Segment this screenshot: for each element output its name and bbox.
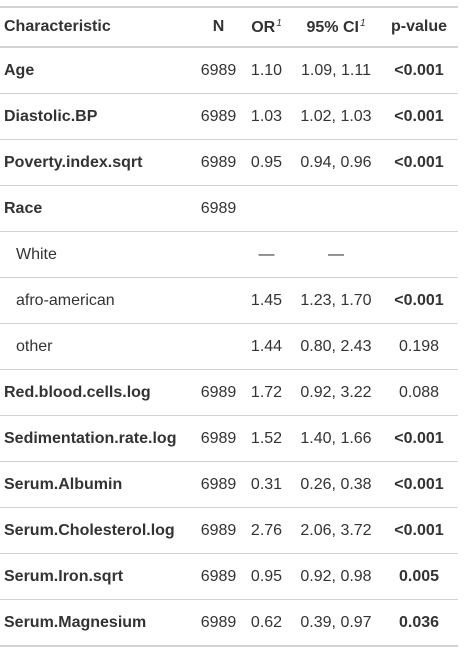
col-header-ci: 95% CI1	[292, 6, 380, 48]
row-pvalue: <0.001	[380, 507, 458, 554]
row-ci: 0.94, 0.96	[292, 139, 380, 186]
row-ci: —	[292, 231, 380, 278]
row-n: 6989	[196, 369, 241, 416]
col-header-pvalue-text: p-value	[390, 18, 447, 35]
row-label: Age	[0, 47, 196, 94]
table-row: Serum.Albumin 6989 0.31 0.26, 0.38 <0.00…	[0, 461, 458, 508]
table-row: Sedimentation.rate.log 6989 1.52 1.40, 1…	[0, 415, 458, 462]
col-header-n-text: N	[212, 18, 225, 35]
row-pvalue: 0.036	[380, 599, 458, 647]
row-or: 1.03	[241, 93, 292, 140]
row-ci: 0.92, 0.98	[292, 553, 380, 600]
col-header-or-text: OR	[251, 18, 276, 36]
row-pvalue	[380, 231, 458, 278]
row-label: Poverty.index.sqrt	[0, 139, 196, 186]
row-label: Red.blood.cells.log	[0, 369, 196, 416]
row-n: 6989	[196, 415, 241, 462]
row-or: 1.44	[241, 323, 292, 370]
row-ci: 0.80, 2.43	[292, 323, 380, 370]
row-or: 1.10	[241, 47, 292, 94]
table-row: afro-american 1.45 1.23, 1.70 <0.001	[0, 277, 458, 324]
table-row: Diastolic.BP 6989 1.03 1.02, 1.03 <0.001	[0, 93, 458, 140]
row-or: 2.76	[241, 507, 292, 554]
col-header-or: OR1	[241, 6, 292, 48]
regression-table: Characteristic N OR1 95% CI1 p-value Age…	[0, 6, 458, 647]
col-header-characteristic: Characteristic	[0, 6, 196, 48]
row-n: 6989	[196, 507, 241, 554]
table-row: Age 6989 1.10 1.09, 1.11 <0.001	[0, 47, 458, 94]
ci-footnote-marker: 1	[359, 17, 366, 29]
row-or: 0.95	[241, 139, 292, 186]
row-ci: 1.23, 1.70	[292, 277, 380, 324]
row-n: 6989	[196, 47, 241, 94]
row-ci: 1.40, 1.66	[292, 415, 380, 462]
row-ci: 2.06, 3.72	[292, 507, 380, 554]
row-label: Race	[0, 185, 196, 232]
table-row: Red.blood.cells.log 6989 1.72 0.92, 3.22…	[0, 369, 458, 416]
row-label: Serum.Albumin	[0, 461, 196, 508]
table-row: Serum.Cholesterol.log 6989 2.76 2.06, 3.…	[0, 507, 458, 554]
table-row: Serum.Iron.sqrt 6989 0.95 0.92, 0.98 0.0…	[0, 553, 458, 600]
row-ci: 1.02, 1.03	[292, 93, 380, 140]
row-n: 6989	[196, 599, 241, 647]
row-label: Serum.Cholesterol.log	[0, 507, 196, 554]
table-row: White — —	[0, 231, 458, 278]
row-level-label: afro-american	[0, 277, 196, 324]
row-pvalue: <0.001	[380, 139, 458, 186]
row-or: 0.95	[241, 553, 292, 600]
header-row: Characteristic N OR1 95% CI1 p-value	[0, 6, 458, 48]
row-level-label: White	[0, 231, 196, 278]
row-pvalue: <0.001	[380, 277, 458, 324]
row-or: 0.62	[241, 599, 292, 647]
table-row: Poverty.index.sqrt 6989 0.95 0.94, 0.96 …	[0, 139, 458, 186]
col-header-pvalue: p-value	[380, 6, 458, 48]
row-or: —	[241, 231, 292, 278]
row-n: 6989	[196, 93, 241, 140]
or-footnote-marker: 1	[276, 17, 282, 29]
row-ci: 0.39, 0.97	[292, 599, 380, 647]
row-pvalue: 0.198	[380, 323, 458, 370]
row-pvalue: <0.001	[380, 415, 458, 462]
row-n	[196, 277, 241, 324]
row-ci	[292, 185, 380, 232]
row-level-label: other	[0, 323, 196, 370]
row-or: 0.31	[241, 461, 292, 508]
row-pvalue: <0.001	[380, 461, 458, 508]
row-pvalue: <0.001	[380, 93, 458, 140]
row-or: 1.72	[241, 369, 292, 416]
row-or	[241, 185, 292, 232]
row-ci: 0.26, 0.38	[292, 461, 380, 508]
row-pvalue: 0.005	[380, 553, 458, 600]
row-or: 1.52	[241, 415, 292, 462]
row-n: 6989	[196, 139, 241, 186]
table-row: Serum.Magnesium 6989 0.62 0.39, 0.97 0.0…	[0, 599, 458, 647]
row-label: Serum.Iron.sqrt	[0, 553, 196, 600]
row-pvalue: <0.001	[380, 47, 458, 94]
row-or: 1.45	[241, 277, 292, 324]
row-label: Diastolic.BP	[0, 93, 196, 140]
row-n	[196, 231, 241, 278]
col-header-characteristic-text: Characteristic	[4, 18, 111, 35]
col-header-ci-text: 95% CI	[306, 18, 359, 36]
row-n: 6989	[196, 185, 241, 232]
row-label: Sedimentation.rate.log	[0, 415, 196, 462]
table-row: other 1.44 0.80, 2.43 0.198	[0, 323, 458, 370]
table-row: Race 6989	[0, 185, 458, 232]
row-label: Serum.Magnesium	[0, 599, 196, 647]
row-n: 6989	[196, 461, 241, 508]
col-header-n: N	[196, 6, 241, 48]
row-n: 6989	[196, 553, 241, 600]
row-pvalue	[380, 185, 458, 232]
row-pvalue: 0.088	[380, 369, 458, 416]
row-ci: 0.92, 3.22	[292, 369, 380, 416]
row-ci: 1.09, 1.11	[292, 47, 380, 94]
row-n	[196, 323, 241, 370]
